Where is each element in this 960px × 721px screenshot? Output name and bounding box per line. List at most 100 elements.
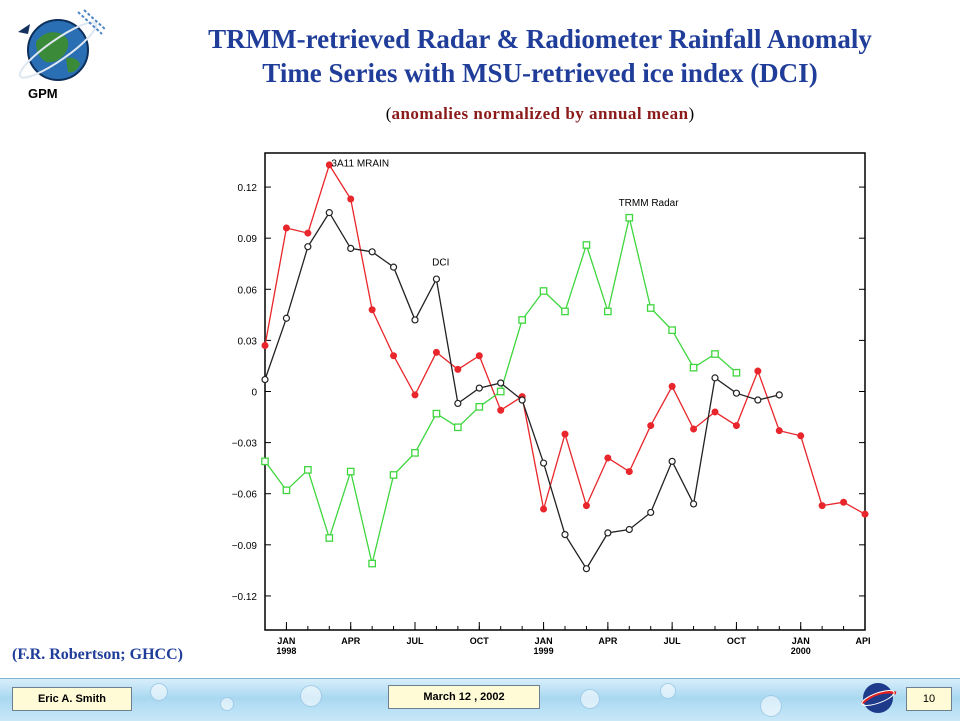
data-point-dci bbox=[282, 314, 291, 322]
subtitle-close-paren: ) bbox=[688, 104, 695, 123]
data-point-radiometer bbox=[304, 229, 312, 237]
y-tick-label: −0.12 bbox=[232, 592, 258, 603]
credit-text: (F.R. Robertson; GHCC) bbox=[12, 646, 183, 663]
data-point-dci bbox=[261, 375, 269, 384]
data-point-dci bbox=[454, 399, 462, 408]
data-point-dci bbox=[711, 374, 719, 382]
bubble-decoration bbox=[220, 697, 234, 711]
data-point-radiometer bbox=[625, 468, 633, 476]
y-tick-label: 0.06 bbox=[238, 285, 258, 296]
data-point-radar bbox=[282, 486, 291, 495]
data-point-radiometer bbox=[732, 422, 740, 430]
data-point-radiometer bbox=[261, 342, 269, 350]
data-point-radiometer bbox=[561, 430, 569, 438]
data-point-radar bbox=[646, 304, 655, 312]
data-point-dci bbox=[347, 244, 355, 253]
data-point-radar bbox=[711, 350, 719, 358]
data-point-radar bbox=[389, 471, 398, 479]
title-line-1: TRMM-retrieved Radar & Radiometer Rainfa… bbox=[208, 24, 872, 54]
x-tick-label: JAN bbox=[277, 636, 295, 646]
x-tick-label: JAN bbox=[792, 636, 810, 646]
data-point-radar bbox=[496, 387, 505, 396]
data-point-radar bbox=[582, 241, 591, 249]
series-label-dci: DCI bbox=[432, 257, 449, 268]
bubble-decoration bbox=[760, 695, 782, 717]
y-tick-label: 0.09 bbox=[238, 234, 258, 245]
data-point-radiometer bbox=[282, 224, 290, 232]
data-point-dci bbox=[561, 531, 569, 539]
series-label-radar: TRMM Radar bbox=[619, 198, 680, 209]
data-point-dci bbox=[411, 316, 419, 324]
data-point-radar bbox=[475, 402, 484, 411]
data-point-radiometer bbox=[454, 365, 462, 373]
data-point-radiometer bbox=[390, 352, 398, 360]
data-point-dci bbox=[389, 263, 398, 271]
y-tick-label: −0.03 bbox=[232, 439, 258, 450]
x-tick-year-label: 1999 bbox=[534, 646, 554, 656]
data-point-radiometer bbox=[711, 408, 719, 416]
data-point-radiometer bbox=[861, 510, 869, 518]
data-point-dci bbox=[432, 275, 441, 283]
data-point-radar bbox=[518, 316, 526, 324]
x-tick-label: JAN bbox=[535, 636, 553, 646]
bubble-decoration bbox=[150, 683, 168, 701]
x-tick-label: APR bbox=[341, 636, 361, 646]
data-point-radiometer bbox=[540, 505, 548, 513]
data-point-dci bbox=[325, 209, 333, 217]
data-point-dci bbox=[304, 243, 312, 251]
data-point-radiometer bbox=[690, 425, 698, 433]
data-point-radiometer bbox=[754, 367, 762, 375]
data-point-radar bbox=[304, 466, 312, 474]
anomaly-line-chart: 0.12 0.09 0.06 0.03 0 −0.03 −0.06 −0.09 −0.12 JAN… bbox=[232, 152, 870, 656]
data-point-radiometer bbox=[582, 502, 590, 510]
x-tick-label: JUL bbox=[406, 636, 424, 646]
y-tick-label: 0.12 bbox=[238, 183, 258, 194]
data-point-dci bbox=[582, 565, 591, 573]
data-point-radar bbox=[668, 326, 676, 335]
nasa-logo bbox=[861, 683, 897, 713]
y-tick-label: −0.09 bbox=[232, 541, 258, 552]
data-point-radar bbox=[539, 287, 548, 295]
data-point-radar bbox=[346, 467, 355, 476]
x-tick-label: APR bbox=[855, 636, 870, 646]
x-tick-year-label: 1998 bbox=[276, 646, 296, 656]
x-tick-label: APR bbox=[598, 636, 618, 646]
data-point-radiometer bbox=[818, 502, 826, 510]
data-point-radar bbox=[411, 448, 419, 457]
x-tick-label: JUL bbox=[664, 636, 682, 646]
gpm-logo bbox=[18, 9, 107, 81]
bubble-decoration bbox=[300, 685, 322, 707]
gpm-label: GPM bbox=[28, 86, 58, 101]
data-point-radiometer bbox=[840, 498, 848, 506]
bubble-decoration bbox=[660, 683, 676, 699]
data-point-radar bbox=[625, 213, 634, 222]
data-point-radiometer bbox=[347, 195, 355, 203]
bubble-decoration bbox=[580, 689, 600, 709]
slide-title: TRMM-retrieved Radar & Radiometer Rainfa… bbox=[130, 22, 950, 90]
data-point-radiometer bbox=[797, 432, 805, 440]
x-tick-label: OCT bbox=[470, 636, 490, 646]
title-line-2: Time Series with MSU-retrieved ice index… bbox=[262, 58, 818, 88]
data-point-dci bbox=[604, 529, 612, 537]
data-point-radiometer bbox=[668, 382, 676, 390]
data-point-dci bbox=[689, 500, 698, 508]
data-point-radiometer bbox=[368, 306, 376, 314]
data-point-radiometer bbox=[411, 391, 419, 399]
x-tick-label: OCT bbox=[727, 636, 747, 646]
data-point-radar bbox=[325, 534, 334, 542]
data-point-radar bbox=[689, 363, 698, 372]
data-point-radar bbox=[261, 457, 269, 466]
data-point-dci bbox=[754, 396, 762, 404]
data-point-radiometer bbox=[775, 427, 783, 435]
y-tick-label: 0.03 bbox=[238, 336, 258, 347]
data-point-radiometer bbox=[432, 348, 440, 356]
y-tick-label: 0 bbox=[251, 388, 257, 399]
data-point-radiometer bbox=[647, 422, 655, 430]
footer-date: March 12 , 2002 bbox=[388, 685, 540, 709]
data-point-dci bbox=[647, 508, 655, 517]
footer-author: Eric A. Smith bbox=[12, 687, 132, 711]
slide-subtitle: (anomalies normalized by annual mean) bbox=[130, 104, 950, 124]
data-point-dci bbox=[497, 379, 505, 387]
data-point-radar bbox=[454, 423, 462, 432]
subtitle-text: anomalies normalized by annual mean bbox=[391, 104, 689, 123]
